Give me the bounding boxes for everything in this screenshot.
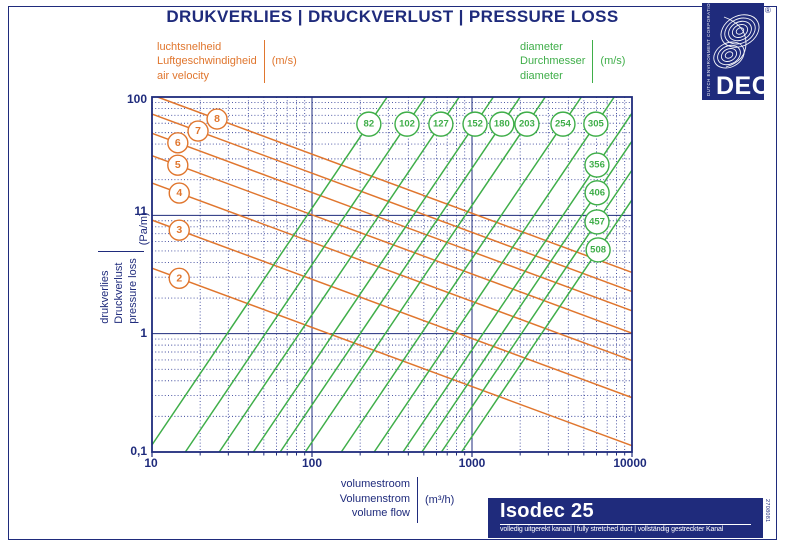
product-banner-divider [500,524,751,525]
y-axis-title-en: pressure loss [127,258,140,324]
legend-air-velocity-labels: luchtsnelheid Luftgeschwindigheid air ve… [157,40,257,83]
legend-air-velocity: luchtsnelheid Luftgeschwindigheid air ve… [157,40,297,83]
svg-text:356: 356 [589,160,605,171]
legend-diameter-en1: diameter [520,41,563,53]
svg-text:6: 6 [175,137,181,149]
y-tick-10: 11 [134,204,147,218]
x-axis-title-nl: volumestroom [340,478,410,490]
product-name: Isodec 25 [500,500,594,522]
svg-text:152: 152 [467,119,483,130]
legend-divider [592,40,594,83]
svg-text:203: 203 [519,119,535,130]
x-axis-title-labels: volumestroom Volumenstrom volume flow [330,477,410,521]
legend-diameter: diameter Durchmesser diameter (m/s) [520,40,625,83]
legend-diameter-en2: diameter [520,69,563,82]
dec-logo: DUTCH ENVIRONMENT CORPORATION DEC ® [702,0,776,103]
logo-vertical-text: DUTCH ENVIRONMENT CORPORATION [706,3,711,96]
svg-text:180: 180 [494,119,510,130]
svg-text:254: 254 [555,119,572,130]
svg-text:508: 508 [590,244,606,255]
svg-text:2: 2 [176,272,182,284]
legend-air-velocity-de: Luftgeschwindigheid [157,55,257,68]
svg-text:305: 305 [588,119,605,130]
product-caption: volledig uitgerekt kanaal | fully stretc… [500,526,724,533]
registered-mark-icon: ® [765,6,771,15]
svg-text:4: 4 [176,187,182,199]
svg-text:3: 3 [176,224,182,236]
y-tick-0-1: 0,1 [130,444,147,458]
svg-text:82: 82 [364,119,375,130]
y-tick-1: 1 [140,326,147,340]
x-tick-10: 10 [144,456,158,470]
legend-air-velocity-en: air velocity [157,69,209,82]
x-tick-100: 100 [301,456,323,470]
svg-text:102: 102 [399,119,415,130]
x-tick-1000: 1000 [458,456,486,470]
duct-swirl-icon [713,14,760,69]
svg-text:406: 406 [589,187,605,198]
legend-diameter-de: Durchmesser [520,55,586,68]
legend-air-velocity-nl: luchtsnelheid [157,41,222,53]
y-axis-title-divider [98,251,144,253]
logo-wordmark: DEC [716,72,764,100]
svg-text:7: 7 [195,125,201,137]
y-axis-unit: (Pa/m) [138,212,150,246]
legend-diameter-unit: (m/s) [600,55,626,68]
svg-text:5: 5 [175,159,181,171]
page-title: DRUKVERLIES | DRUCKVERLUST | PRESSURE LO… [166,7,619,26]
dec-logo-graphic: DUTCH ENVIRONMENT CORPORATION DEC [702,0,770,100]
y-axis-title-de: Druckverlust [113,262,126,324]
svg-text:127: 127 [433,119,449,130]
legend-diameter-labels: diameter Durchmesser diameter [520,40,585,83]
x-axis-unit: (m³/h) [425,493,455,506]
document-code: 2708081 [764,499,770,523]
y-axis-title: drukverlies Druckverlust pressure loss (… [98,203,154,333]
x-axis-title-divider [417,477,418,523]
y-axis-title-nl: drukverlies [99,270,111,324]
product-banner: Isodec 25 volledig uitgerekt kanaal | fu… [488,498,763,538]
svg-text:457: 457 [589,216,605,227]
legend-air-velocity-unit: (m/s) [271,55,297,68]
x-axis-title-de: Volumenstrom [339,492,410,505]
x-tick-10000: 10000 [613,456,647,470]
x-axis-title: volumestroom Volumenstrom volume flow (m… [330,477,454,523]
y-tick-100: 100 [126,92,147,106]
legend-divider [263,40,265,83]
y-axis-title-labels: drukverlies Druckverlust pressure loss [98,258,140,323]
svg-text:8: 8 [214,113,220,125]
x-axis-title-en: volume flow [351,507,410,520]
